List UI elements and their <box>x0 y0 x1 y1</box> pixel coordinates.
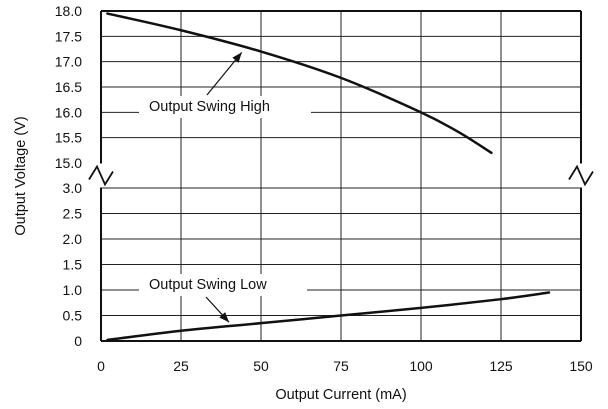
y-tick-label: 2.0 <box>63 231 83 247</box>
annotation-layer: Output Swing High Output Swing Low <box>139 52 311 323</box>
y-tick-label: 17.5 <box>55 28 82 44</box>
y-tick-label: 16.5 <box>55 79 82 95</box>
y-tick-label: 0 <box>74 333 82 349</box>
x-tick-label: 100 <box>409 358 433 374</box>
x-tick-label: 150 <box>569 358 593 374</box>
annotation-arrowhead <box>219 312 229 323</box>
axis-break <box>88 163 594 188</box>
series-output-swing-high-line <box>106 12 493 155</box>
axis-break-mark <box>88 164 114 187</box>
axis-break-mark <box>568 164 594 187</box>
x-tick-label: 50 <box>253 358 269 374</box>
y-tick-label: 17.0 <box>55 54 82 70</box>
annotation-output-swing-high: Output Swing High <box>149 99 270 115</box>
tick-labels: 15.0 15.5 16.0 16.5 17.0 17.5 18.0 0 0.5 1.0 1.5 2.… <box>55 3 593 374</box>
series-layer <box>106 12 551 342</box>
x-tick-label: 125 <box>489 358 513 374</box>
annotation-label-background <box>139 96 311 118</box>
annotation-arrowhead <box>232 52 242 63</box>
annotation-label-background <box>139 274 307 296</box>
grid <box>100 10 582 342</box>
y-tick-label: 15.0 <box>55 155 82 171</box>
y-tick-label: 18.0 <box>55 3 82 19</box>
y-tick-label: 0.5 <box>63 308 83 324</box>
x-tick-label: 0 <box>97 358 105 374</box>
y-tick-label: 15.5 <box>55 130 82 146</box>
x-axis-title: Output Current (mA) <box>275 387 406 403</box>
y-tick-label: 1.0 <box>63 282 83 298</box>
y-tick-label: 3.0 <box>63 180 83 196</box>
x-tick-label: 25 <box>173 358 189 374</box>
x-tick-label: 75 <box>333 358 349 374</box>
y-axis-title: Output Voltage (V) <box>13 116 29 235</box>
series-output-swing-low-line <box>106 291 551 342</box>
y-tick-label: 16.0 <box>55 104 82 120</box>
y-tick-label: 2.5 <box>63 206 83 222</box>
annotation-output-swing-low: Output Swing Low <box>149 277 267 293</box>
y-tick-label: 1.5 <box>63 257 83 273</box>
